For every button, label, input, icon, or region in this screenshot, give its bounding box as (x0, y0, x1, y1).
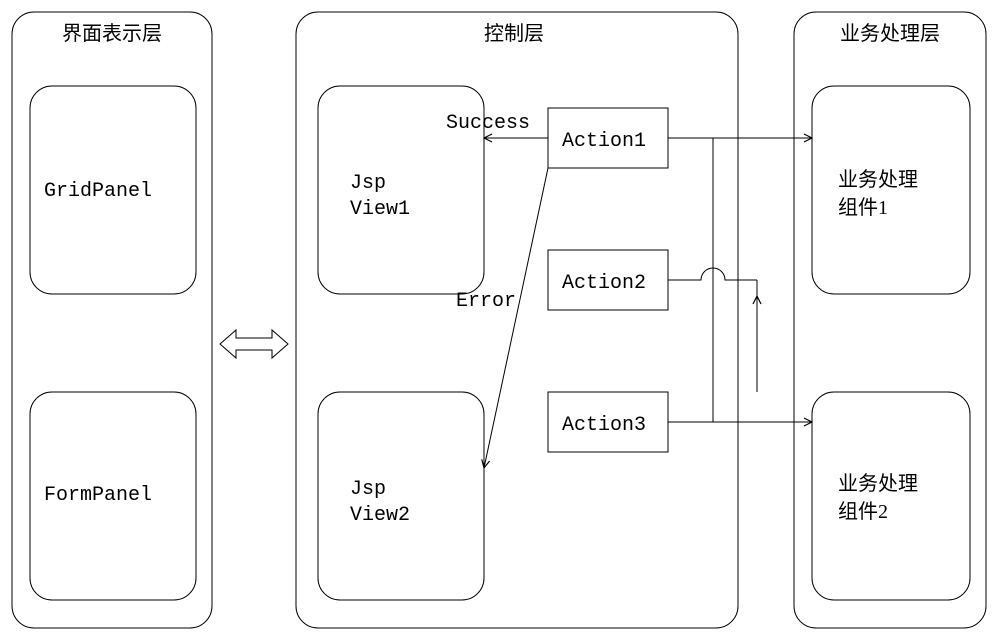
label-success: Success (446, 112, 530, 135)
label-action1: Action1 (562, 130, 646, 153)
label-jsp-view2-line1: Jsp (350, 478, 386, 501)
label-business1-line2: 组件1 (838, 196, 888, 219)
layer-control: 控制层 Jsp View1 Jsp View2 Action1 Action2 … (296, 12, 738, 628)
box-business2 (812, 392, 970, 600)
layer-presentation: 界面表示层 GridPanel FormPanel (12, 12, 212, 628)
edge-a1-jsp2 (484, 168, 548, 468)
layer-presentation-title: 界面表示层 (62, 22, 162, 45)
layer-business: 业务处理层 业务处理 组件1 业务处理 组件2 (794, 12, 986, 628)
double-arrow-icon (220, 330, 288, 358)
label-business1-line1: 业务处理 (838, 168, 918, 191)
label-grid-panel: GridPanel (44, 180, 152, 203)
label-form-panel: FormPanel (44, 484, 152, 507)
label-action3: Action3 (562, 414, 646, 437)
label-action2: Action2 (562, 272, 646, 295)
label-jsp-view2-line2: View2 (350, 504, 410, 527)
layer-business-title: 业务处理层 (840, 22, 940, 45)
layer-control-title: 控制层 (484, 22, 544, 45)
label-business2-line1: 业务处理 (838, 472, 918, 495)
layer-control-outer (296, 12, 738, 628)
label-error: Error (456, 290, 516, 313)
label-jsp-view1-line2: View1 (350, 198, 410, 221)
diagram-canvas: 界面表示层 GridPanel FormPanel 控制层 Jsp View1 … (0, 0, 1000, 644)
label-business2-line2: 组件2 (838, 500, 888, 523)
layer-presentation-outer (12, 12, 212, 628)
label-jsp-view1-line1: Jsp (350, 172, 386, 195)
layer-business-outer (794, 12, 986, 628)
box-jsp-view2 (318, 392, 484, 600)
